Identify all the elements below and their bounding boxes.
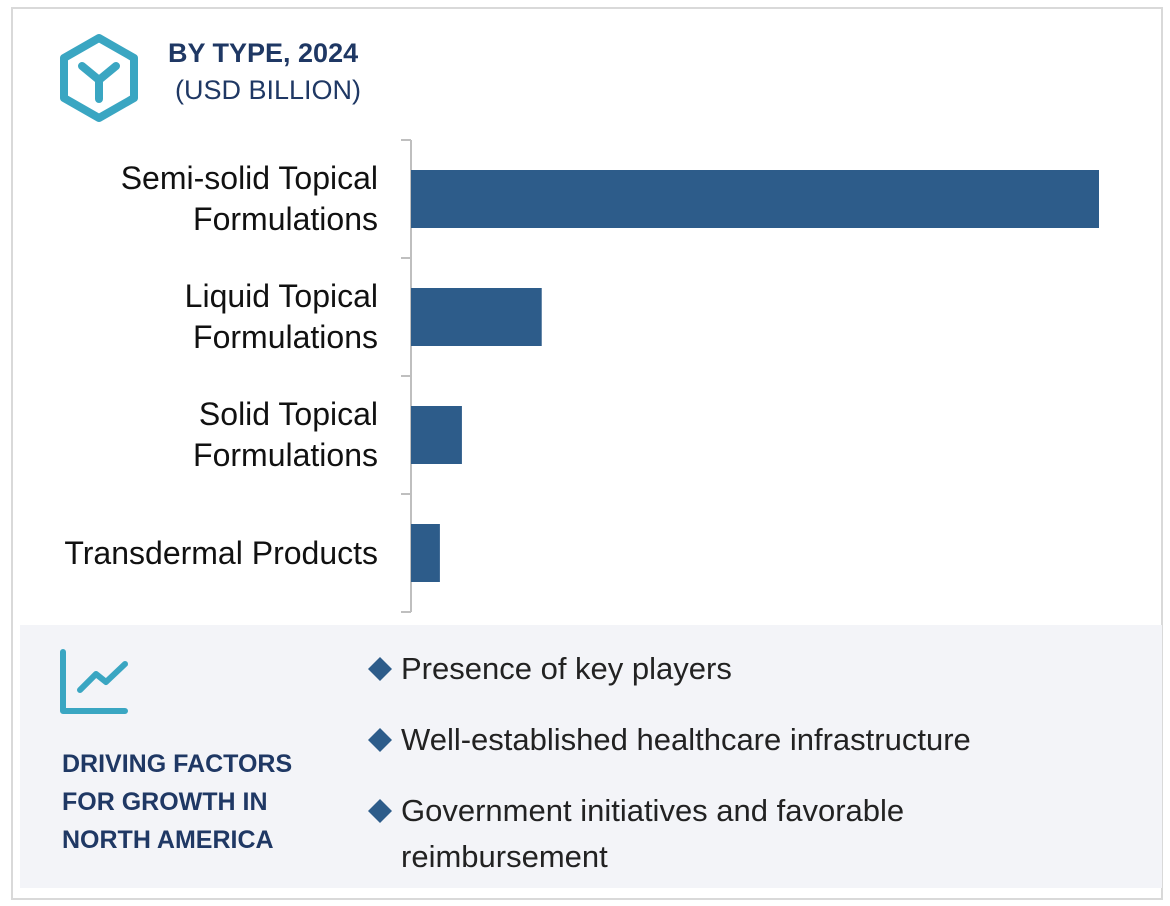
factors-title: DRIVING FACTORS FOR GROWTH IN NORTH AMER… — [62, 750, 293, 854]
bar — [411, 170, 1099, 228]
factor-item: Government initiatives and favorable rei… — [401, 793, 905, 874]
bullet-diamond — [368, 728, 392, 752]
chart-title: BY TYPE, 2024 — [168, 38, 359, 68]
category-label: Solid Topical Formulations — [193, 396, 378, 473]
bullet-diamond — [368, 799, 392, 823]
bullet-diamond — [368, 657, 392, 681]
chart-subtitle: (USD BILLION) — [175, 75, 362, 105]
frame — [11, 7, 1163, 900]
category-label: Liquid Topical Formulations — [184, 278, 378, 355]
type-icon — [60, 34, 138, 122]
bar — [411, 524, 440, 582]
bar — [411, 406, 462, 464]
category-label: Semi-solid Topical Formulations — [120, 160, 378, 237]
factor-item: Presence of key players — [401, 651, 732, 686]
category-label: Transdermal Products — [64, 534, 378, 571]
bar — [411, 288, 542, 346]
growth-icon — [60, 649, 128, 714]
factor-item: Well-established healthcare infrastructu… — [401, 722, 971, 757]
factors-panel — [20, 625, 1162, 888]
